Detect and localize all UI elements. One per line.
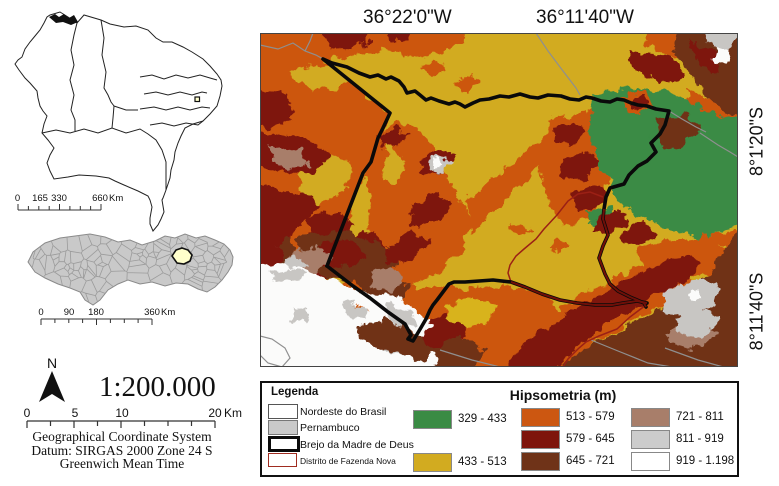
svg-text:Km: Km [109,193,123,204]
svg-text:N: N [47,355,57,371]
svg-text:Greenwich Mean Time: Greenwich Mean Time [60,456,184,471]
svg-text:20: 20 [208,406,222,420]
svg-text:90: 90 [64,307,75,318]
svg-text:0: 0 [24,406,31,420]
svg-text:660: 660 [92,193,108,204]
svg-text:0: 0 [15,193,20,204]
svg-text:0: 0 [38,307,43,318]
svg-text:Km: Km [224,406,242,420]
svg-text:330: 330 [51,193,67,204]
svg-text:165: 165 [32,193,48,204]
svg-text:Geographical Coordinate System: Geographical Coordinate System [32,429,212,444]
svg-text:5: 5 [72,406,79,420]
svg-text:360: 360 [144,307,160,318]
svg-text:1:200.000: 1:200.000 [99,371,216,403]
svg-text:180: 180 [88,307,104,318]
svg-text:Km: Km [161,307,175,318]
svg-text:10: 10 [115,406,129,420]
svg-text:Datum: SIRGAS 2000 Zone 24 S: Datum: SIRGAS 2000 Zone 24 S [31,443,212,458]
